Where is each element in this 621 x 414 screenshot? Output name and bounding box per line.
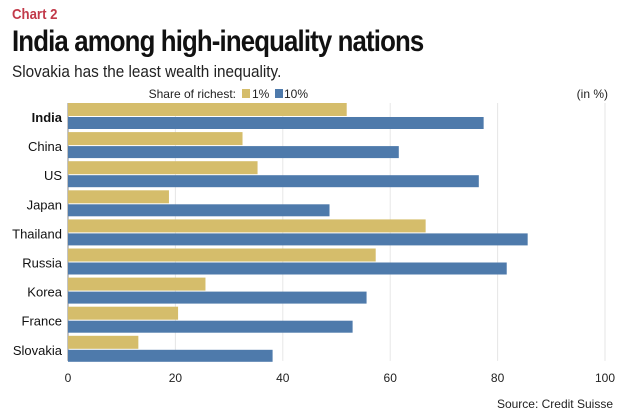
bar-france-10pct [68, 320, 353, 333]
legend-title: Share of richest: [149, 87, 236, 101]
bar-korea-1pct [68, 277, 206, 291]
bar-russia-1pct [68, 248, 376, 262]
bar-thailand-1pct [68, 219, 426, 233]
bar-thailand-10pct [68, 233, 528, 246]
category-label: Korea [27, 285, 62, 300]
category-label: US [44, 168, 62, 183]
x-tick-label: 0 [65, 371, 72, 385]
bar-russia-10pct [68, 262, 507, 275]
bar-japan-10pct [68, 204, 330, 217]
category-label: France [22, 314, 62, 329]
legend-swatch-1pct [242, 89, 250, 98]
legend-label-10pct: 10% [284, 87, 308, 101]
bar-japan-1pct [68, 190, 169, 204]
x-tick-label: 60 [384, 371, 398, 385]
bar-india-1pct [68, 103, 347, 116]
category-label: China [28, 139, 63, 154]
x-tick-label: 80 [491, 371, 505, 385]
bar-korea-10pct [68, 291, 367, 304]
x-tick-label: 40 [276, 371, 290, 385]
unit-label: (in %) [577, 87, 608, 101]
chart-title: India among high-inequality nations [12, 25, 424, 58]
x-tick-label: 100 [595, 371, 615, 385]
bar-france-1pct [68, 306, 179, 320]
bar-us-10pct [68, 175, 479, 188]
category-label: Slovakia [13, 343, 63, 358]
legend-swatch-10pct [275, 89, 283, 98]
category-label: Russia [22, 256, 63, 271]
category-label: Thailand [12, 226, 62, 241]
bar-us-1pct [68, 161, 258, 175]
legend-label-1pct: 1% [252, 87, 270, 101]
bar-china-1pct [68, 132, 243, 146]
bar-slovakia-10pct [68, 349, 273, 362]
source-note: Source: Credit Suisse [497, 397, 613, 411]
bar-slovakia-1pct [68, 335, 139, 349]
chart-kicker: Chart 2 [12, 6, 58, 23]
bar-india-10pct [68, 117, 484, 129]
bar-china-10pct [68, 146, 399, 159]
chart-subtitle: Slovakia has the least wealth inequality… [12, 62, 282, 81]
category-label: India [32, 110, 63, 125]
category-label: Japan [27, 197, 62, 212]
x-tick-label: 20 [169, 371, 183, 385]
